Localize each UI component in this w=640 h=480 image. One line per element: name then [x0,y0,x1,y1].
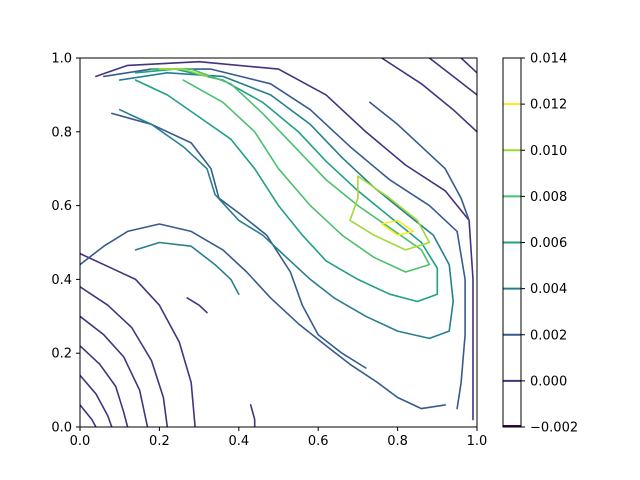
x-tick-label: 1.0 [467,434,488,449]
colorbar-tick-label: 0.008 [530,190,567,205]
plot-area: 0.0 0.2 0.4 0.6 0.8 1.0 0.0 0.2 0.4 0.6 0.8 1.0 [51,52,487,450]
x-tick-label: 0.0 [70,434,91,449]
y-tick-label: 0.0 [51,421,72,436]
colorbar-tick-label: 0.002 [530,328,567,343]
contour-line [429,58,477,95]
x-tick-label: 0.2 [149,434,170,449]
contour-line [112,113,366,368]
contour-line [80,316,148,427]
x-tick-label: 0.6 [308,434,329,449]
y-tick-label: 0.4 [51,273,72,288]
colorbar-tick-label: 0.014 [530,52,567,67]
contour-line [80,405,96,427]
x-axis: 0.0 0.2 0.4 0.6 0.8 1.0 [70,427,488,449]
contour-line [80,254,195,427]
contour-line [187,298,207,313]
plot-frame [80,58,477,427]
colorbar-tick-label: 0.010 [530,144,567,159]
contour-line [382,58,477,132]
colorbar: −0.002 0.000 0.002 0.004 0.006 0.008 0.010 0.01… [503,52,578,436]
colorbar-tick-label: 0.000 [530,374,567,389]
colorbar-level-lines [503,104,521,426]
colorbar-tick-label: 0.006 [530,236,567,251]
contour-line [80,375,112,427]
y-tick-label: 0.2 [51,347,72,362]
colorbar-tick-label: −0.002 [530,421,578,436]
contour-lines [80,58,477,427]
x-tick-label: 0.4 [228,434,249,449]
y-tick-label: 0.8 [51,125,72,140]
y-axis: 0.0 0.2 0.4 0.6 0.8 1.0 [51,52,80,436]
colorbar-tick-label: 0.004 [530,282,567,297]
x-tick-label: 0.8 [387,434,408,449]
colorbar-ticks: −0.002 0.000 0.002 0.004 0.006 0.008 0.010 0.01… [521,52,578,436]
colorbar-tick-label: 0.012 [530,98,567,113]
contour-line [251,405,255,427]
y-tick-label: 1.0 [51,52,72,67]
contour-line [461,58,477,73]
y-tick-label: 0.6 [51,199,72,214]
